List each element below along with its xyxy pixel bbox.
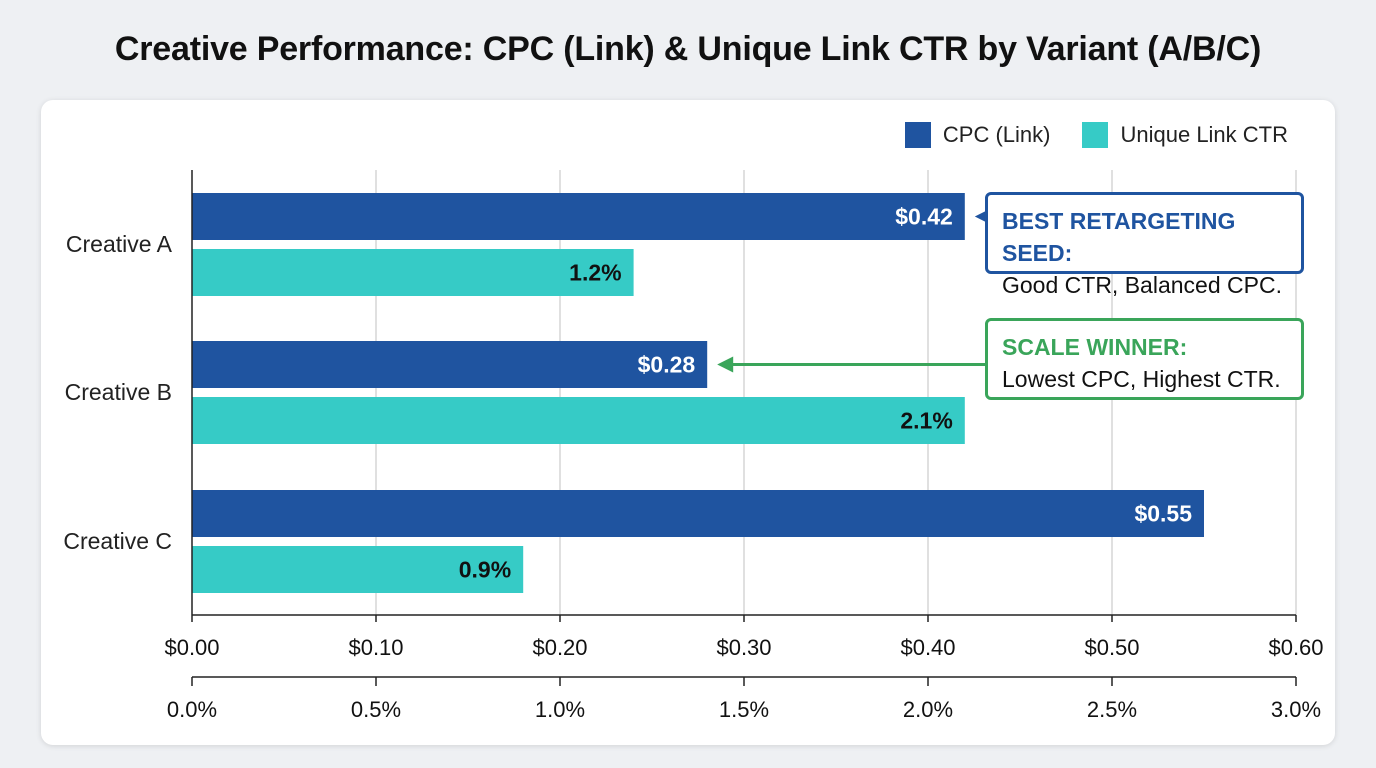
callout-heading: SCALE WINNER:	[1002, 334, 1188, 360]
callout-text: Good CTR, Balanced CPC.	[1002, 272, 1282, 298]
data-label: 2.1%	[900, 408, 952, 434]
legend-swatch-ctr	[1082, 122, 1109, 148]
data-label: $0.28	[638, 352, 696, 378]
bar	[192, 249, 634, 296]
tick-label-cpc: $0.30	[716, 635, 771, 660]
legend-label-cpc: CPC (Link)	[942, 122, 1051, 147]
category-label: Creative A	[66, 231, 173, 257]
tick-label-cpc: $0.50	[1084, 635, 1139, 660]
bar	[192, 341, 708, 388]
tick-label-cpc: $0.40	[900, 635, 955, 660]
bar	[192, 490, 1204, 537]
tick-label-cpc: $0.10	[348, 635, 403, 660]
bar	[192, 546, 524, 593]
annotation-arrow-head	[717, 356, 734, 373]
callout-heading: BEST RETARGETING SEED:	[1002, 208, 1236, 266]
tick-label-ctr: 2.5%	[1087, 697, 1137, 722]
tick-label-ctr: 0.5%	[351, 697, 401, 722]
tick-label-cpc: $0.00	[164, 635, 219, 660]
data-label: $0.55	[1134, 501, 1192, 527]
legend-label-ctr: Unique Link CTR	[1120, 122, 1288, 147]
legend-item-ctr[interactable]: Unique Link CTR	[1082, 122, 1288, 148]
callout-best-retargeting: BEST RETARGETING SEED: Good CTR, Balance…	[985, 192, 1304, 298]
data-label: $0.42	[895, 204, 953, 230]
tick-label-ctr: 2.0%	[903, 697, 953, 722]
tick-label-ctr: 0.0%	[167, 697, 217, 722]
tick-label-ctr: 1.0%	[535, 697, 585, 722]
tick-label-cpc: $0.60	[1268, 635, 1323, 660]
tick-label-ctr: 1.5%	[719, 697, 769, 722]
data-label: 0.9%	[459, 557, 511, 583]
callout-scale-winner: SCALE WINNER: Lowest CPC, Highest CTR.	[985, 318, 1304, 400]
bar	[192, 397, 965, 444]
tick-label-ctr: 3.0%	[1271, 697, 1321, 722]
legend-swatch-cpc	[904, 122, 931, 148]
category-label: Creative B	[65, 379, 172, 405]
chart-legend: CPC (Link) Unique Link CTR	[904, 122, 1288, 148]
tick-label-cpc: $0.20	[532, 635, 587, 660]
legend-item-cpc[interactable]: CPC (Link)	[904, 122, 1051, 148]
bar	[192, 193, 965, 240]
callout-text: Lowest CPC, Highest CTR.	[1002, 366, 1281, 392]
data-label: 1.2%	[569, 260, 621, 286]
chart-title: Creative Performance: CPC (Link) & Uniqu…	[114, 30, 1262, 68]
category-label: Creative C	[63, 528, 172, 554]
